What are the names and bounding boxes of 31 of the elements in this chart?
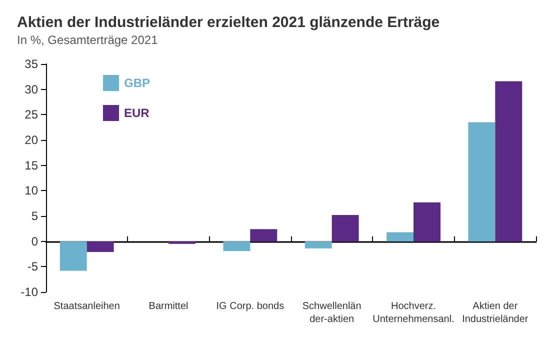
y-tick-label: 20 <box>24 133 38 147</box>
x-tick-label: Schwellenlän der-aktien <box>302 301 362 325</box>
legend-label: GBP <box>124 76 150 90</box>
bar <box>168 241 196 244</box>
bar <box>386 232 414 242</box>
y-tick-label: 10 <box>24 184 38 198</box>
bar <box>414 202 440 242</box>
x-tick-label: Aktien der Industrieländer <box>462 301 529 325</box>
x-tick-label: Staatsanleihen <box>54 301 120 312</box>
chart-subtitle: In %, Gesamterträge 2021 <box>17 33 158 47</box>
x-tick-label: Barmittel <box>148 301 188 312</box>
x-tick-label: IG Corp. bonds <box>216 301 284 312</box>
y-tick-label: 25 <box>24 108 38 122</box>
y-tick-label: -5 <box>27 260 38 274</box>
bar <box>495 81 522 242</box>
y-tick-label: 5 <box>31 209 38 223</box>
bar <box>468 122 496 242</box>
x-tick-label: Hochverz. Unternehmensanl. <box>372 301 454 325</box>
bar <box>60 241 87 271</box>
y-tick-label: -10 <box>20 285 38 299</box>
bar <box>304 241 332 248</box>
y-tick-label: 30 <box>24 82 38 96</box>
legend-label: EUR <box>124 106 150 120</box>
chart-title: Aktien der Industrieländer erzielten 2021 glänzende Erträge <box>17 14 440 31</box>
bar <box>332 214 359 242</box>
bar <box>223 241 250 251</box>
y-tick-label: 0 <box>31 234 38 248</box>
y-tick-label: 15 <box>24 158 38 172</box>
bar <box>86 241 114 252</box>
y-tick-label: 35 <box>24 57 38 71</box>
bar <box>250 229 278 242</box>
